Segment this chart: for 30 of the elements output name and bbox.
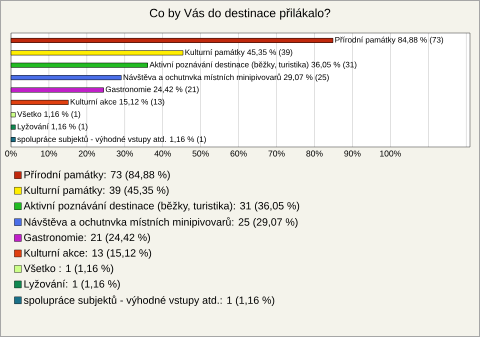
x-tick-label: 40%	[154, 150, 171, 157]
data-label: Kulturní památky 45,35 % (39)	[185, 49, 292, 57]
data-label: spolupráce subjektů - výhodné vstupy atd. 1,16 % (1)	[17, 136, 206, 144]
data-label: Přírodní památky 84,88 % (73)	[335, 36, 444, 44]
x-tick-label: 100%	[380, 150, 401, 157]
x-tick-label: 60%	[230, 150, 247, 157]
legend-label: Přírodní památky: 73 (84,88 %)	[24, 170, 170, 180]
x-tick-label: 10%	[41, 150, 58, 157]
chart-title: Co by Vás do destinace přilákalo?	[150, 8, 330, 20]
legend-label: Aktivní poznávání destinace (běžky, turistika): 31 (36,05 %)	[24, 202, 300, 212]
legend-label: spolupráce subjektů - výhodné vstupy atd.: 1 (1,16 %)	[24, 295, 274, 306]
data-label: Návštěva a ochutnvka místních minipivovarů 29,07 % (25)	[124, 74, 329, 82]
x-tick-label: 90%	[344, 150, 361, 157]
x-tick-label: 20%	[78, 150, 96, 157]
legend-label: Kulturní akce: 13 (15,12 %)	[24, 248, 152, 259]
data-label: Všetko 1,16 % (1)	[17, 111, 80, 119]
x-tick-label: 80%	[306, 150, 323, 157]
data-label: Lyžování 1,16 % (1)	[18, 123, 88, 131]
legend-label: Návštěva a ochutnvka místních minipivovarů: 25 (29,07 %)	[24, 217, 298, 228]
x-tick-label: 30%	[116, 150, 134, 157]
x-tick-label: 50%	[192, 150, 209, 157]
legend-label: Všetko : 1 (1,16 %)	[24, 264, 114, 274]
legend-label: Gastronomie: 21 (24,42 %)	[24, 233, 150, 244]
x-tick-label: 70%	[268, 150, 285, 157]
data-label: Gastronomie 24,42 % (21)	[106, 86, 199, 94]
x-tick-label: 0%	[5, 150, 17, 157]
legend-label: Kulturní památky: 39 (45,35 %)	[24, 186, 169, 196]
legend-label: Lyžování: 1 (1,16 %)	[24, 280, 120, 290]
data-label: Kulturní akce 15,12 % (13)	[70, 98, 164, 106]
data-label: Aktivní poznávání destinace (běžky, turistika) 36,05 % (31)	[149, 61, 356, 69]
